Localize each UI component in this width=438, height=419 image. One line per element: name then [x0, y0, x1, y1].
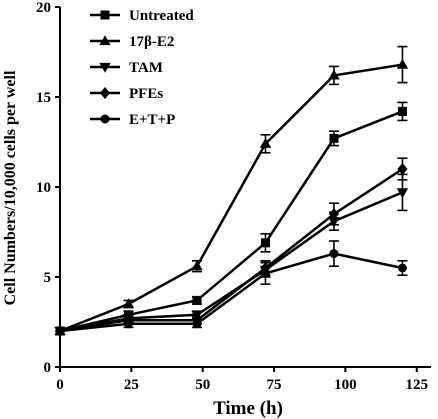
legend-item: TAM: [90, 60, 163, 76]
legend-marker: [100, 10, 110, 20]
series-4: [54, 157, 408, 337]
data-point: [122, 298, 135, 309]
legend-label: Untreated: [129, 8, 194, 24]
legend-item: E+T+P: [90, 112, 175, 128]
series-5: [55, 240, 408, 336]
series-1: [55, 101, 408, 336]
legend-label: 17β-E2: [129, 34, 174, 50]
x-tick-label: 125: [405, 377, 428, 393]
legend-marker: [99, 62, 111, 73]
data-point: [328, 208, 340, 220]
legend-label: TAM: [129, 60, 163, 76]
legend-label: E+T+P: [129, 112, 175, 128]
data-point: [329, 249, 339, 259]
data-point: [397, 263, 407, 273]
series-line: [59, 191, 403, 333]
x-tick-label: 100: [334, 377, 357, 393]
data-point: [396, 188, 409, 199]
legend: Untreated 17β-E2 TAM PFEs E+T+P: [90, 8, 194, 128]
data-point: [397, 163, 408, 175]
series-layer: [54, 45, 409, 337]
axes: 0 5 10 15 20 0 25 50 75 100 125: [36, 0, 431, 393]
data-point: [260, 238, 270, 248]
data-point: [396, 58, 409, 69]
x-tick-label: 50: [195, 377, 210, 393]
x-axis-title: Time (h): [213, 398, 283, 419]
y-tick-label: 15: [36, 90, 51, 106]
y-tick-label: 5: [44, 270, 52, 286]
x-tick-label: 25: [124, 377, 139, 393]
data-point: [397, 106, 407, 116]
data-point: [259, 137, 272, 148]
y-axis-title: Cell Numbers/10,000 cells per well: [2, 70, 19, 305]
series-2: [54, 45, 409, 336]
series-line: [59, 167, 404, 333]
x-tick-label: 0: [56, 377, 64, 393]
series-line: [59, 252, 403, 333]
data-point: [328, 69, 340, 80]
series-line: [59, 110, 403, 333]
data-point: [329, 133, 339, 143]
legend-item: PFEs: [90, 86, 163, 102]
legend-item: Untreated: [90, 8, 194, 24]
data-point: [123, 319, 133, 329]
data-point: [191, 260, 203, 271]
y-tick-label: 10: [36, 180, 51, 196]
legend-item: 17β-E2: [90, 34, 174, 50]
legend-marker: [99, 87, 111, 99]
legend-marker: [99, 35, 111, 46]
data-point: [260, 268, 270, 278]
legend-marker: [100, 114, 110, 124]
y-tick-label: 20: [36, 0, 51, 16]
data-point: [192, 319, 202, 329]
x-tick-label: 75: [267, 377, 282, 393]
series-line: [59, 63, 403, 333]
y-tick-label: 0: [44, 360, 52, 376]
legend-label: PFEs: [129, 86, 163, 102]
data-point: [55, 326, 65, 336]
data-point: [192, 295, 202, 305]
